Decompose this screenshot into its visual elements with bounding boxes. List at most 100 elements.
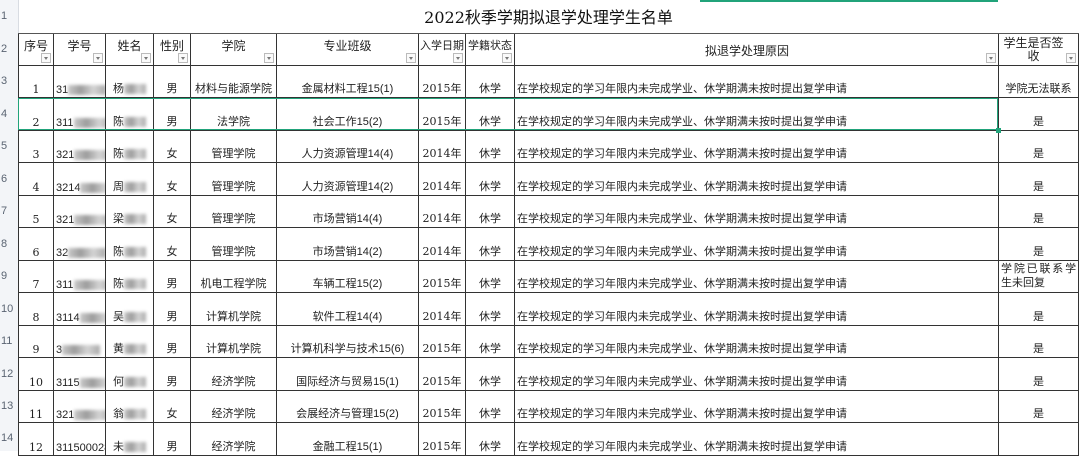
row-number[interactable]: 8 — [1, 238, 8, 250]
cell-index[interactable]: 4 — [18, 162, 54, 196]
cell-enroll-year[interactable]: 2015年 — [418, 97, 466, 131]
cell-student-id[interactable]: 3115 — [53, 357, 106, 391]
cell-index[interactable]: 8 — [18, 292, 54, 326]
cell-reason[interactable]: 在学校规定的学习年限内未完成学业、休学期满未按时提出复学申请 — [514, 64, 999, 98]
row-number[interactable]: 11 — [1, 335, 13, 347]
cell-sex[interactable]: 女 — [153, 129, 191, 163]
cell-signed[interactable]: 是 — [997, 357, 1080, 391]
cell-signed[interactable]: 是 — [997, 162, 1080, 196]
cell-college[interactable]: 材料与能源学院 — [190, 64, 277, 98]
column-header[interactable]: 序号 — [18, 32, 54, 66]
cell-name[interactable]: 陈 — [105, 129, 154, 163]
cell-name[interactable]: 陈 — [105, 227, 154, 261]
cell-index[interactable]: 3 — [18, 129, 54, 163]
row-number[interactable]: 1 — [1, 10, 8, 22]
row-number[interactable]: 13 — [1, 400, 14, 412]
sheet-title[interactable]: 2022秋季学期拟退学处理学生名单 — [18, 0, 1079, 34]
column-header[interactable]: 学生是否签收 — [997, 32, 1080, 66]
cell-student-id[interactable]: 3213 — [53, 129, 106, 163]
cell-reason[interactable]: 在学校规定的学习年限内未完成学业、休学期满未按时提出复学申请 — [514, 422, 999, 456]
column-header[interactable]: 拟退学处理原因 — [514, 32, 999, 66]
cell-signed[interactable]: 是 — [997, 389, 1080, 423]
cell-name[interactable]: 何 — [105, 357, 154, 391]
cell-name[interactable]: 陈 — [105, 97, 154, 131]
cell-signed[interactable]: 是 — [997, 292, 1080, 326]
cell-name[interactable]: 周 — [105, 162, 154, 196]
column-header[interactable]: 姓名 — [105, 32, 154, 66]
cell-student-id[interactable]: 32143 — [53, 162, 106, 196]
cell-signed[interactable]: 是 — [997, 324, 1080, 358]
cell-reason[interactable]: 在学校规定的学习年限内未完成学业、休学期满未按时提出复学申请 — [514, 324, 999, 358]
cell-reason[interactable]: 在学校规定的学习年限内未完成学业、休学期满未按时提出复学申请 — [514, 227, 999, 261]
row-number[interactable]: 4 — [1, 108, 8, 120]
cell-index[interactable]: 11 — [18, 389, 54, 423]
filter-dropdown-icon[interactable] — [453, 52, 463, 63]
cell-sex[interactable]: 女 — [153, 227, 191, 261]
cell-college[interactable]: 经济学院 — [190, 422, 277, 456]
cell-status[interactable]: 休学 — [465, 389, 515, 423]
cell-enroll-year[interactable]: 2014年 — [418, 227, 466, 261]
cell-class[interactable]: 市场营销14(2) — [276, 227, 419, 261]
cell-signed[interactable]: 是 — [997, 227, 1080, 261]
row-number[interactable]: 2 — [1, 43, 8, 55]
cell-reason[interactable]: 在学校规定的学习年限内未完成学业、休学期满未按时提出复学申请 — [514, 97, 999, 131]
column-header[interactable]: 学号 — [53, 32, 106, 66]
cell-college[interactable]: 法学院 — [190, 97, 277, 131]
filter-dropdown-icon[interactable] — [41, 52, 51, 63]
cell-student-id[interactable]: 31148 — [53, 259, 106, 293]
cell-status[interactable]: 休学 — [465, 162, 515, 196]
cell-class[interactable]: 人力资源管理14(4) — [276, 129, 419, 163]
cell-enroll-year[interactable]: 2015年 — [418, 324, 466, 358]
cell-status[interactable]: 休学 — [465, 292, 515, 326]
cell-status[interactable]: 休学 — [465, 422, 515, 456]
cell-status[interactable]: 休学 — [465, 227, 515, 261]
cell-sex[interactable]: 男 — [153, 324, 191, 358]
cell-student-id[interactable]: 311403 — [53, 292, 106, 326]
cell-class[interactable]: 国际经济与贸易15(1) — [276, 357, 419, 391]
cell-signed[interactable]: 是 — [997, 194, 1080, 228]
cell-enroll-year[interactable]: 2014年 — [418, 194, 466, 228]
filter-dropdown-icon[interactable] — [141, 52, 151, 63]
cell-college[interactable]: 管理学院 — [190, 162, 277, 196]
row-number[interactable]: 9 — [1, 270, 8, 282]
cell-student-id[interactable]: 3115000286 — [53, 422, 106, 456]
cell-college[interactable]: 机电工程学院 — [190, 259, 277, 293]
cell-index[interactable]: 7 — [18, 259, 54, 293]
cell-reason[interactable]: 在学校规定的学习年限内未完成学业、休学期满未按时提出复学申请 — [514, 357, 999, 391]
cell-sex[interactable]: 男 — [153, 64, 191, 98]
cell-sex[interactable]: 女 — [153, 194, 191, 228]
cell-enroll-year[interactable]: 2015年 — [418, 259, 466, 293]
row-number[interactable]: 6 — [1, 173, 8, 185]
cell-status[interactable]: 休学 — [465, 357, 515, 391]
cell-name[interactable]: 吴 — [105, 292, 154, 326]
cell-class[interactable]: 计算机科学与技术15(6) — [276, 324, 419, 358]
column-header[interactable]: 性别 — [153, 32, 191, 66]
cell-reason[interactable]: 在学校规定的学习年限内未完成学业、休学期满未按时提出复学申请 — [514, 162, 999, 196]
cell-status[interactable]: 休学 — [465, 129, 515, 163]
cell-college[interactable]: 计算机学院 — [190, 292, 277, 326]
cell-college[interactable]: 计算机学院 — [190, 324, 277, 358]
column-header[interactable]: 学院 — [190, 32, 277, 66]
cell-status[interactable]: 休学 — [465, 324, 515, 358]
cell-enroll-year[interactable]: 2014年 — [418, 162, 466, 196]
filter-dropdown-icon[interactable] — [986, 52, 996, 63]
cell-enroll-year[interactable]: 2015年 — [418, 64, 466, 98]
cell-enroll-year[interactable]: 2015年 — [418, 357, 466, 391]
cell-status[interactable]: 休学 — [465, 64, 515, 98]
cell-class[interactable]: 金属材料工程15(1) — [276, 64, 419, 98]
cell-signed[interactable]: 是 — [997, 97, 1080, 131]
cell-index[interactable]: 2 — [18, 97, 54, 131]
filter-dropdown-icon[interactable] — [1066, 52, 1077, 63]
cell-sex[interactable]: 女 — [153, 389, 191, 423]
cell-enroll-year[interactable]: 2015年 — [418, 422, 466, 456]
cell-name[interactable]: 杨 — [105, 64, 154, 98]
cell-name[interactable]: 翁 — [105, 389, 154, 423]
cell-index[interactable]: 5 — [18, 194, 54, 228]
cell-college[interactable]: 管理学院 — [190, 129, 277, 163]
cell-college[interactable]: 经济学院 — [190, 389, 277, 423]
cell-signed[interactable] — [997, 422, 1080, 456]
cell-college[interactable]: 管理学院 — [190, 194, 277, 228]
row-number[interactable]: 7 — [1, 205, 8, 217]
cell-enroll-year[interactable]: 2014年 — [418, 129, 466, 163]
cell-college[interactable]: 管理学院 — [190, 227, 277, 261]
